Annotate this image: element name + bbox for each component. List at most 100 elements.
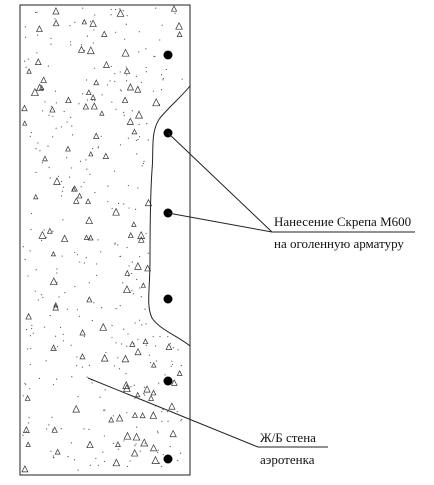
speckle [56,272,58,274]
speckle [30,228,32,231]
speckle [140,81,142,83]
speckle [53,302,59,308]
speckle [42,296,44,299]
concrete-texture [21,5,183,473]
speckle [177,349,179,351]
speckle [58,296,60,298]
speckle [103,409,105,411]
speckle [107,185,109,187]
speckle [43,326,46,328]
speckle [140,282,146,288]
speckle [170,365,172,367]
speckle [144,308,146,310]
speckle [112,442,115,444]
speckle [76,192,83,199]
speckle [134,110,144,119]
speckle [164,374,166,376]
speckle [130,272,133,275]
speckle [88,364,91,366]
speckle [101,307,103,309]
speckle [56,345,59,348]
speckle [48,424,50,426]
speckle [146,122,148,125]
speckle [114,8,117,11]
speckle [33,193,39,200]
speckle [46,227,53,234]
speckle [52,384,55,386]
speckle [50,450,52,452]
speckle [156,430,159,432]
speckle [31,327,33,330]
speckle [89,173,91,175]
speckle [76,309,79,311]
speckle [42,155,48,162]
speckle [161,420,163,422]
speckle [120,343,123,345]
speckle [79,261,81,263]
speckle [54,335,57,337]
speckle [169,445,171,448]
speckle [70,344,72,346]
speckle [71,167,73,169]
speckle [138,136,141,138]
speckle [71,376,73,378]
speckle [84,49,86,52]
speckle [89,464,91,466]
speckle [94,14,96,16]
speckle [114,31,117,33]
speckle [171,360,173,362]
speckle [81,18,88,25]
speckle [134,444,136,447]
speckle [39,150,41,152]
speckle [25,441,31,447]
speckle [35,25,43,32]
speckle [86,35,89,37]
speckle [41,162,44,164]
speckle [132,293,135,295]
speckle [101,30,108,38]
speckle [169,343,171,345]
speckle [128,207,130,209]
speckle [138,51,140,53]
speckle [118,368,121,370]
speckle [126,117,134,125]
speckle [89,21,92,23]
speckle [107,200,109,203]
speckle [68,176,71,178]
speckle [66,308,68,310]
speckle [165,343,173,350]
speckle [144,264,152,272]
speckle [49,177,51,179]
speckle [134,397,136,399]
speckle [30,131,33,134]
speckle [142,338,149,345]
speckle [77,395,79,398]
speckle [155,360,157,362]
speckle [35,171,37,173]
speckle [114,243,116,245]
speckle [83,262,85,264]
speckle [145,323,147,325]
speckle [136,426,138,428]
speckle [79,328,86,336]
speckle [86,296,93,303]
speckle [52,230,54,232]
speckle [34,290,36,292]
speckle [103,460,106,463]
speckle [122,381,131,389]
speckle [87,234,94,241]
speckle [117,357,119,359]
speckle [70,44,72,46]
speckle [22,246,24,248]
speckle [119,89,121,91]
speckle [104,409,106,411]
speckle [100,135,102,137]
speckle [24,26,26,28]
speckle [139,450,141,452]
speckle [80,186,82,188]
speckle [92,147,94,150]
speckle [115,414,124,422]
speckle [130,386,132,388]
speckle [117,244,119,246]
speckle [48,114,50,116]
